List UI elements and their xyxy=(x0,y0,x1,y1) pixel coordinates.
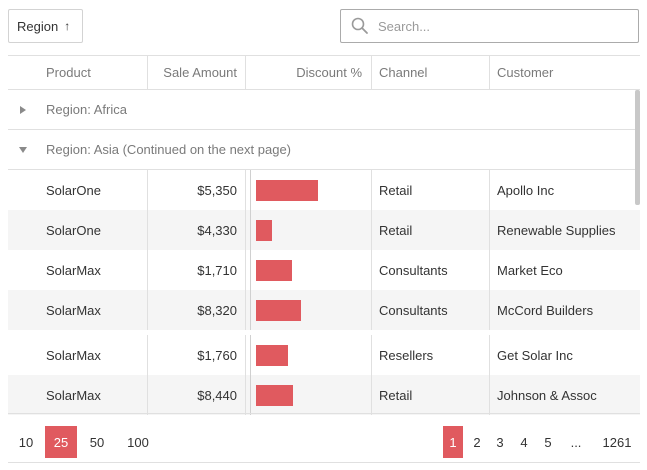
discount-bar-axis xyxy=(250,290,251,330)
customer-cell: Renewable Supplies xyxy=(497,222,616,238)
table-row[interactable]: SolarMax $8,320 Consultants McCord Builders xyxy=(8,290,640,330)
collapse-arrow-icon[interactable] xyxy=(8,146,37,154)
table-row[interactable]: SolarMax $8,440 Retail Johnson & Assoc xyxy=(8,375,640,415)
page-4[interactable]: 4 xyxy=(520,434,528,450)
discount-bar xyxy=(256,259,292,281)
row-indent xyxy=(8,375,37,415)
search-input[interactable] xyxy=(376,17,620,35)
discount-bar xyxy=(256,299,301,321)
channel-cell: Consultants xyxy=(372,250,490,290)
table-row[interactable]: SolarMax $1,760 Resellers Get Solar Inc xyxy=(8,335,640,375)
product-cell: SolarMax xyxy=(37,250,148,290)
discount-cell xyxy=(246,170,372,210)
discount-cell xyxy=(246,210,372,250)
discount-bar-axis xyxy=(250,335,251,375)
product-cell: SolarOne xyxy=(37,210,148,250)
discount-bar-axis xyxy=(250,170,251,210)
page-size-25[interactable]: 25 xyxy=(45,426,77,458)
page-5[interactable]: 5 xyxy=(544,434,552,450)
column-header-row: Product Sale Amount Discount % Channel C… xyxy=(8,55,640,90)
channel-cell: Consultants xyxy=(372,290,490,330)
sale-amount-cell: $4,330 xyxy=(148,210,246,250)
row-indent xyxy=(8,250,37,290)
column-header-discount[interactable]: Discount % xyxy=(246,56,372,89)
table-row[interactable]: SolarOne $5,350 Retail Apollo Inc xyxy=(8,170,640,210)
product-cell: SolarMax xyxy=(37,375,148,415)
page-size-10[interactable]: 10 xyxy=(18,434,34,450)
discount-bar xyxy=(256,179,318,201)
sale-amount-cell: $8,320 xyxy=(148,290,246,330)
customer-cell: McCord Builders xyxy=(497,302,594,318)
search-box[interactable] xyxy=(340,9,639,43)
sort-ascending-icon: ↑ xyxy=(64,19,71,33)
sale-amount-cell: $8,440 xyxy=(148,375,246,415)
discount-bar xyxy=(256,344,288,366)
discount-bar-axis xyxy=(250,250,251,290)
page-size-100[interactable]: 100 xyxy=(127,434,149,450)
row-indent xyxy=(8,335,37,375)
discount-bar-axis xyxy=(250,210,251,250)
expand-arrow-icon[interactable] xyxy=(8,105,37,115)
table-row[interactable]: SolarMax $1,710 Consultants Market Eco xyxy=(8,250,640,290)
column-header-product[interactable]: Product xyxy=(37,56,148,89)
column-header-sale-amount[interactable]: Sale Amount xyxy=(148,56,246,89)
data-grid: Product Sale Amount Discount % Channel C… xyxy=(8,55,640,415)
page-size-50[interactable]: 50 xyxy=(89,434,105,450)
channel-cell: Retail xyxy=(372,210,490,250)
product-cell: SolarMax xyxy=(37,335,148,375)
vertical-scrollbar[interactable] xyxy=(635,90,640,205)
page-1[interactable]: 1 xyxy=(443,426,463,458)
row-indent xyxy=(8,210,37,250)
group-label: Region: Africa xyxy=(46,102,127,117)
row-indent xyxy=(8,290,37,330)
discount-cell xyxy=(246,250,372,290)
discount-cell xyxy=(246,335,372,375)
customer-cell: Market Eco xyxy=(497,262,563,278)
customer-cell: Get Solar Inc xyxy=(497,347,573,363)
discount-bar xyxy=(256,219,272,241)
sale-amount-cell: $1,760 xyxy=(148,335,246,375)
table-row[interactable]: SolarOne $4,330 Retail Renewable Supplies xyxy=(8,210,640,250)
customer-cell: Apollo Inc xyxy=(497,182,555,198)
discount-bar-axis xyxy=(250,375,251,415)
sale-amount-cell: $5,350 xyxy=(148,170,246,210)
group-expand-column-header xyxy=(8,56,37,89)
page-3[interactable]: 3 xyxy=(496,434,504,450)
discount-cell xyxy=(246,375,372,415)
group-by-region-button[interactable]: Region ↑ xyxy=(8,9,83,43)
sale-amount-cell: $1,710 xyxy=(148,250,246,290)
search-icon xyxy=(351,17,368,34)
group-button-label: Region xyxy=(17,18,59,34)
page-last[interactable]: 1261 xyxy=(602,434,632,450)
column-header-channel[interactable]: Channel xyxy=(372,56,490,89)
page-ellipsis: ... xyxy=(570,434,582,450)
discount-cell xyxy=(246,290,372,330)
column-header-customer[interactable]: Customer xyxy=(497,65,554,80)
pager: 10 25 50 100 1 2 3 4 5 ... 1261 xyxy=(8,413,640,463)
channel-cell: Resellers xyxy=(372,335,490,375)
discount-bar xyxy=(256,384,293,406)
group-label: Region: Asia (Continued on the next page… xyxy=(46,142,292,157)
product-cell: SolarMax xyxy=(37,290,148,330)
channel-cell: Retail xyxy=(372,170,490,210)
page-2[interactable]: 2 xyxy=(473,434,481,450)
product-cell: SolarOne xyxy=(37,170,148,210)
row-indent xyxy=(8,170,37,210)
channel-cell: Retail xyxy=(372,375,490,415)
group-row-africa[interactable]: Region: Africa xyxy=(8,90,640,130)
customer-cell: Johnson & Assoc xyxy=(497,387,597,403)
group-row-asia[interactable]: Region: Asia (Continued on the next page… xyxy=(8,130,640,170)
